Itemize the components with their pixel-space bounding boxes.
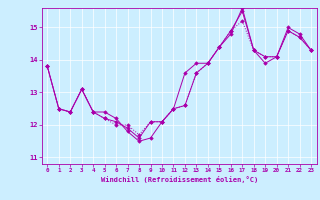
X-axis label: Windchill (Refroidissement éolien,°C): Windchill (Refroidissement éolien,°C) (100, 176, 258, 183)
